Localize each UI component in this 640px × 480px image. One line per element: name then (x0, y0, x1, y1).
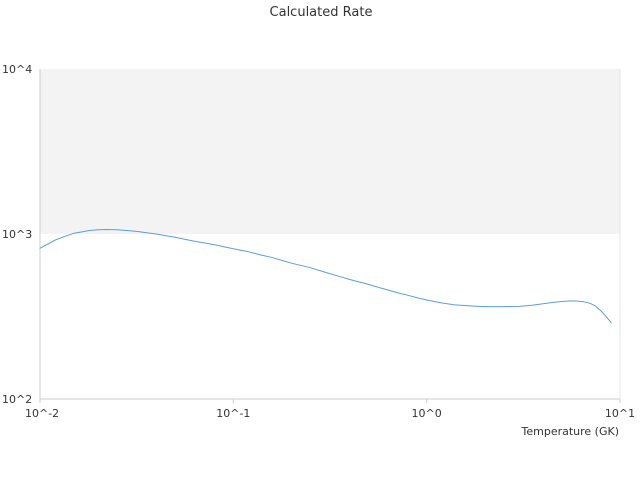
band-layer (40, 69, 620, 234)
rate-series-line-0 (39, 229, 612, 324)
x-tick-label: 10^-1 (216, 407, 250, 420)
series-layer (39, 229, 612, 324)
ticks-layer: 10^-2 10^-1 10^0 10^1 10^2 10^3 10^4 (2, 63, 635, 420)
shaded-band-0 (40, 69, 620, 234)
x-tick-label: 10^0 (412, 407, 442, 420)
x-tick-label: 10^-2 (25, 407, 59, 420)
y-tick-label: 10^3 (2, 228, 32, 241)
y-tick-label: 10^2 (2, 393, 32, 406)
y-tick-label: 10^4 (2, 63, 32, 76)
x-axis-title: Temperature (GK) (521, 425, 620, 438)
x-tick-label: 10^1 (605, 407, 635, 420)
chart-title: Calculated Rate (270, 5, 373, 20)
axes-layer (39, 69, 621, 400)
